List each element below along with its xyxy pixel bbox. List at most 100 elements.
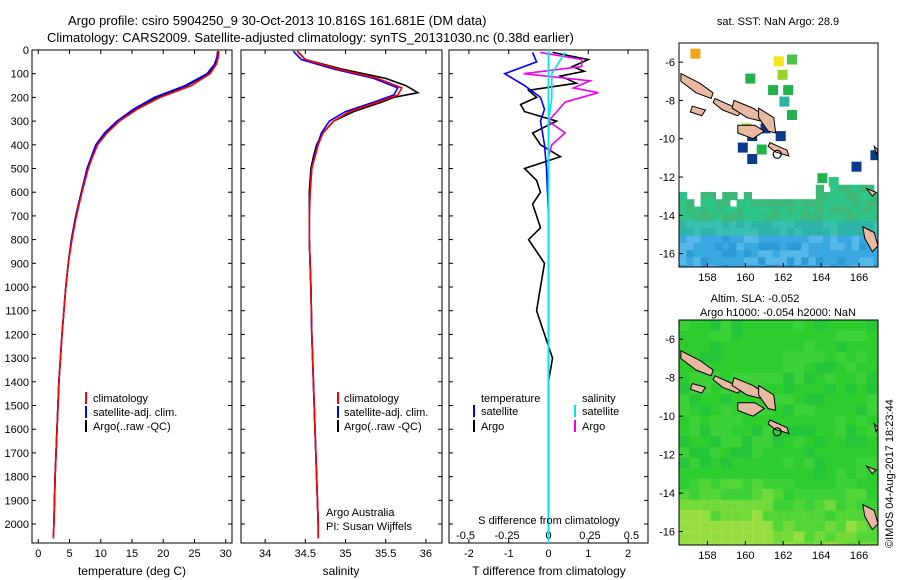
- sla-cell: [804, 425, 817, 438]
- difference-top-label: S difference from climatology: [478, 515, 620, 527]
- map-y-tick-label: -6: [665, 334, 675, 346]
- map-x-tick-label: 162: [774, 272, 792, 284]
- sla-cell: [772, 372, 785, 385]
- sla-cell: [752, 415, 764, 428]
- sla-cell: [877, 383, 878, 396]
- sla-cell: [741, 489, 754, 502]
- sst-cell: [693, 242, 702, 252]
- sla-cell: [762, 489, 775, 502]
- sla-cell: [699, 341, 712, 354]
- sla-cell: [772, 394, 785, 406]
- sst-cell: [715, 242, 724, 252]
- sst-cell: [844, 213, 853, 222]
- sla-cell: [689, 531, 702, 544]
- sst-cell: [751, 242, 760, 252]
- sla-cell: [731, 351, 744, 364]
- temperature-series: [52, 51, 220, 539]
- sla-cell: [679, 521, 691, 533]
- sla-cell: [699, 394, 712, 406]
- sst-cell: [729, 228, 738, 237]
- sst-cell: [765, 264, 774, 267]
- sst-cell: [722, 213, 731, 222]
- sla-cell: [731, 489, 744, 502]
- sst-cell: [801, 199, 810, 208]
- sla-cell: [835, 362, 848, 375]
- sla-cell: [856, 436, 869, 449]
- sst-cell: [729, 242, 738, 252]
- sla-cell: [720, 330, 733, 343]
- sla-cell: [793, 521, 806, 533]
- sla-cell: [710, 341, 723, 354]
- map-y-tick-label: -10: [659, 134, 675, 146]
- sla-cell: [710, 457, 723, 470]
- sla-cell: [845, 542, 858, 545]
- sst-cell: [751, 206, 760, 215]
- sla-cell: [772, 510, 785, 523]
- salinity-panel-frame: [240, 49, 443, 544]
- sla-cell: [835, 383, 848, 396]
- sla-cell: [731, 457, 744, 470]
- sst-cell: [715, 206, 724, 215]
- sla-cell: [783, 383, 796, 396]
- sst-cell: [779, 257, 788, 266]
- sla-cell: [699, 436, 712, 449]
- sla-cell: [772, 521, 785, 533]
- sla-cell: [814, 436, 827, 449]
- sla-cell: [762, 499, 775, 512]
- series-t-satellite: [502, 52, 550, 539]
- sst-cell: [830, 184, 839, 193]
- sst-cell: [801, 242, 810, 252]
- depth-tick-label: 200: [11, 92, 29, 104]
- sst-cell: [751, 213, 760, 222]
- sla-cell: [772, 499, 785, 512]
- sst-cell: [873, 213, 878, 222]
- sla-cell: [752, 372, 764, 385]
- sst-cell: [808, 242, 817, 252]
- sst-cell: [823, 242, 832, 252]
- sst-cell: [787, 213, 796, 222]
- sla-cell: [762, 351, 775, 364]
- sla-cell: [720, 446, 733, 459]
- series-s-satellite: [547, 51, 566, 539]
- sla-cell: [710, 320, 723, 332]
- sst-cell: [828, 177, 839, 187]
- map-y-tick-label: -8: [665, 95, 675, 107]
- sst-cell: [873, 206, 878, 215]
- sla-cell: [731, 499, 744, 512]
- x-tick-label: 0: [545, 548, 551, 560]
- map-y-tick-label: -8: [665, 373, 675, 385]
- sla-cell: [689, 457, 702, 470]
- sla-cell: [824, 468, 837, 481]
- sla-cell: [783, 394, 796, 406]
- sla-cell: [877, 362, 878, 375]
- sla-cell: [699, 510, 712, 523]
- sla-cell: [762, 320, 775, 332]
- sla-cell: [866, 489, 878, 502]
- island-landmass: [862, 503, 878, 531]
- sst-cell: [823, 264, 832, 267]
- sst-cell: [794, 199, 803, 208]
- sla-cell: [720, 468, 733, 481]
- depth-tick-label: 1000: [5, 282, 29, 294]
- legend-label-t-argo: Argo: [481, 421, 504, 433]
- sla-cell: [731, 531, 744, 544]
- sla-cell: [710, 351, 723, 364]
- depth-tick-label: 1700: [5, 448, 29, 460]
- sst-cell: [700, 242, 709, 252]
- s-diff-tick-label: -0.5: [456, 530, 475, 542]
- sst-cell: [693, 264, 702, 267]
- depth-tick-label: 1300: [5, 353, 29, 365]
- sst-cell: [700, 213, 709, 222]
- sst-cell: [722, 199, 731, 208]
- sla-cell: [804, 468, 817, 481]
- sla-cell: [689, 468, 702, 481]
- sst-cell: [870, 150, 878, 161]
- island-landmass: [758, 107, 777, 134]
- sla-cell: [741, 521, 754, 533]
- depth-tick-label: 1100: [5, 306, 29, 318]
- sla-cell: [689, 489, 702, 502]
- sst-cell: [679, 250, 688, 259]
- sst-cell: [830, 272, 838, 280]
- sla-cell: [689, 436, 702, 449]
- sst-cell: [743, 264, 752, 267]
